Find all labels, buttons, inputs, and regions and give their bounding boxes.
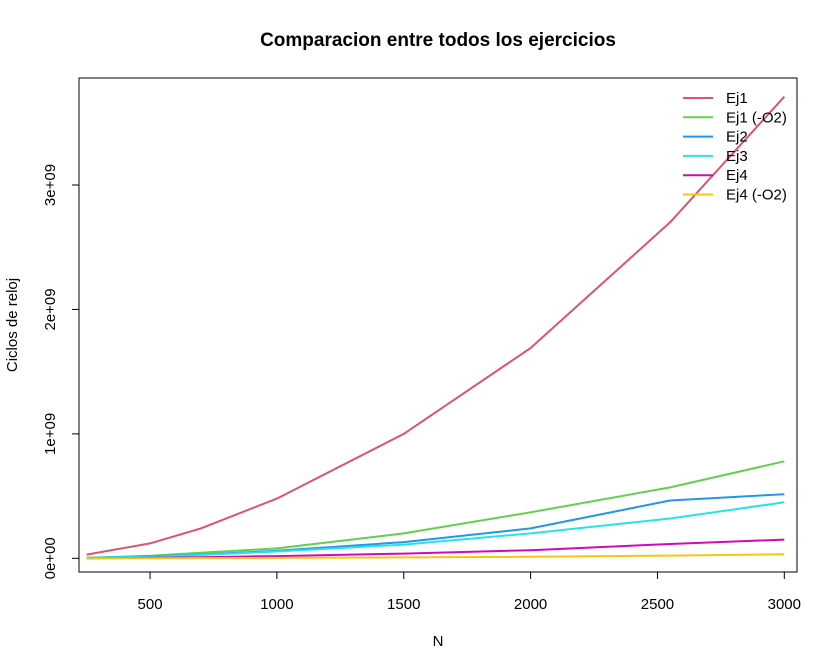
y-tick-label: 2e+09 [42, 288, 59, 330]
x-axis-label: N [433, 633, 444, 650]
legend-label: Ej3 [726, 148, 748, 165]
legend-label: Ej4 (-O2) [726, 187, 787, 204]
plot-frame [78, 77, 798, 573]
series-line-3 [86, 501, 785, 559]
series-layer [86, 96, 786, 560]
series-line-0 [86, 96, 786, 556]
y-axis: 0e+00 1e+09 2e+09 3e+09 [42, 164, 80, 579]
x-tick-label: 1500 [387, 596, 420, 613]
x-tick-label: 3000 [768, 596, 801, 613]
legend-label: Ej2 [726, 129, 748, 146]
chart-title: Comparacion entre todos los ejercicios [260, 30, 616, 51]
x-tick-label: 500 [138, 596, 163, 613]
y-axis-label: Ciclos de reloj [4, 278, 21, 372]
y-tick-label: 1e+09 [42, 413, 59, 455]
x-axis: 500 1000 1500 2000 2500 3000 [138, 571, 801, 613]
x-tick-label: 2000 [514, 596, 547, 613]
series-line-2 [86, 493, 785, 559]
y-tick-label: 3e+09 [42, 164, 59, 206]
legend-label: Ej1 [726, 90, 748, 107]
series-line-5 [86, 553, 785, 560]
x-tick-label: 1000 [260, 596, 293, 613]
y-tick-label: 0e+00 [42, 537, 59, 579]
legend-label: Ej4 [726, 167, 748, 184]
legend-label: Ej1 (-O2) [726, 109, 787, 126]
legend: Ej1 Ej1 (-O2) Ej2 Ej3 Ej4 Ej4 (-O2) [683, 90, 787, 204]
x-tick-label: 2500 [641, 596, 674, 613]
